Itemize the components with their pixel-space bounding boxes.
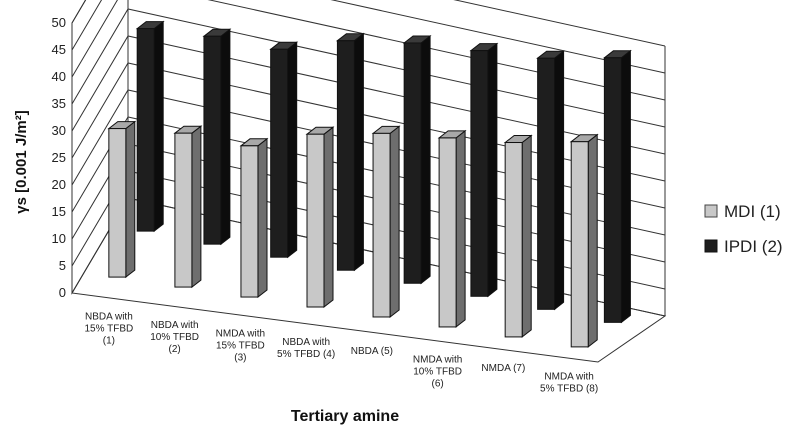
bar-mdi-5-front: [372, 132, 391, 318]
y-tick-label: 5: [59, 258, 66, 273]
bars: [107, 20, 632, 348]
bar-mdi-4-front: [306, 133, 325, 308]
bar-ipdi-2-side: [220, 28, 231, 246]
y-tick-label: 15: [52, 204, 66, 219]
bar-mdi-1-front: [108, 128, 127, 278]
bar-ipdi-7: [536, 50, 566, 311]
bar-mdi-3: [239, 137, 269, 299]
y-tick-label: 40: [52, 69, 66, 84]
bar-ipdi-5-side: [420, 34, 431, 285]
gridline: [71, 0, 666, 47]
bar-mdi-8-front: [570, 141, 589, 348]
x-category-label: NMDA with 15% TFBD (3): [216, 329, 265, 364]
y-tick-label: 10: [52, 231, 66, 246]
bar-mdi-4: [305, 126, 335, 309]
bar-ipdi-5: [402, 34, 432, 285]
bar-ipdi-4-front: [336, 40, 355, 271]
bar-ipdi-1: [135, 20, 165, 233]
bar-ipdi-5-front: [403, 42, 422, 284]
y-axis-title: γs [0.001 J/m²]: [13, 110, 30, 213]
bar-mdi-3-front: [240, 145, 259, 298]
x-category-label: NMDA (7): [481, 363, 525, 374]
bar-ipdi-6-side: [487, 42, 498, 298]
bar-mdi-7-front: [504, 142, 523, 338]
legend: MDI (1) IPDI (2): [704, 202, 783, 256]
bar-ipdi-8-front: [603, 57, 622, 323]
bar-ipdi-1-front: [136, 28, 155, 232]
x-category-label: NMDA with 5% TFBD (8): [540, 372, 598, 395]
bar-ipdi-3-front: [270, 48, 289, 258]
legend-swatch-mdi: [704, 204, 718, 218]
y-tick-label: 35: [52, 96, 66, 111]
x-category-label: NBDA with 15% TFBD (1): [85, 311, 134, 346]
bar-ipdi-8-side: [620, 49, 631, 324]
bar-mdi-6-front: [438, 137, 457, 328]
bar-mdi-1-side: [125, 120, 136, 279]
bar-mdi-3-side: [257, 137, 268, 299]
y-tick-label: 45: [52, 42, 66, 57]
bar-mdi-6-side: [455, 129, 466, 328]
bar-ipdi-7-side: [554, 50, 565, 311]
bar-mdi-5-side: [389, 125, 400, 319]
bar-ipdi-4-side: [353, 32, 364, 272]
x-category-label: NMDA with 10% TFBD (6): [413, 354, 462, 389]
bar-mdi-5: [371, 125, 401, 319]
legend-label-mdi: MDI (1): [724, 202, 781, 221]
legend-swatch-ipdi: [704, 239, 718, 253]
bar-ipdi-4: [335, 32, 365, 272]
bar-mdi-2: [173, 125, 203, 289]
bar-mdi-4-side: [323, 126, 334, 309]
bar-ipdi-6-front: [470, 50, 489, 297]
y-tick-label: 20: [52, 177, 66, 192]
bar-ipdi-2-front: [203, 35, 222, 245]
bar-ipdi-7-front: [537, 57, 556, 310]
y-tick-label: 0: [59, 285, 66, 300]
y-tick-label: 25: [52, 150, 66, 165]
y-tick-label: 30: [52, 123, 66, 138]
bar-mdi-6: [437, 129, 467, 328]
gridline: [71, 0, 666, 74]
bar-mdi-8: [569, 133, 599, 348]
bar-mdi-1: [107, 120, 137, 279]
bar-ipdi-3: [269, 41, 299, 259]
y-axis-ticks: 0 5 10 15 20 25 30 35 40 45 50: [52, 15, 66, 300]
x-category-label: NBDA with 10% TFBD (2): [150, 320, 199, 355]
bar-mdi-7-side: [521, 134, 532, 338]
y-tick-label: 50: [52, 15, 66, 30]
bar-mdi-2-front: [174, 132, 193, 288]
bar-ipdi-6: [469, 42, 499, 298]
x-axis-categories: NBDA with 15% TFBD (1) NBDA with 10% TFBD (2)…: [85, 311, 599, 394]
bar-ipdi-2: [202, 28, 232, 246]
bar-mdi-8-side: [587, 133, 598, 348]
x-axis-title: Tertiary amine: [291, 408, 399, 425]
x-category-label: NBDA (5): [351, 346, 393, 357]
bar-ipdi-1-side: [153, 20, 164, 233]
x-category-label: NBDA with 5% TFBD (4): [277, 337, 335, 360]
bar-mdi-7: [503, 134, 533, 338]
bar-mdi-2-side: [191, 125, 202, 289]
bar-ipdi-8: [602, 49, 632, 324]
legend-label-ipdi: IPDI (2): [724, 237, 783, 256]
bar-ipdi-3-side: [287, 41, 298, 259]
